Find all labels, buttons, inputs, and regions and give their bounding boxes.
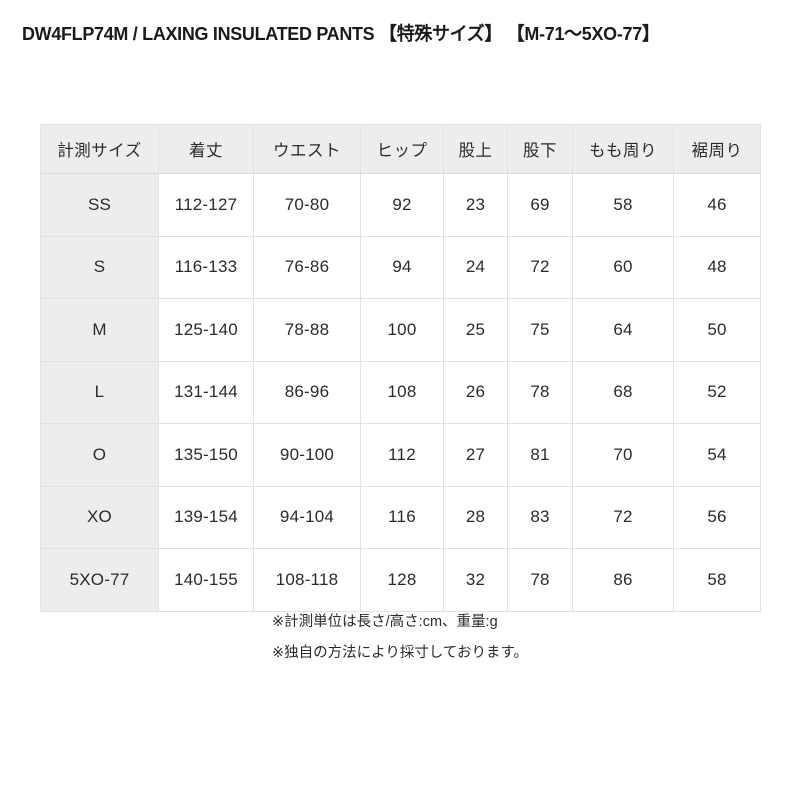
cell-inseam: 78: [507, 548, 573, 612]
size-chart-container: 計測サイズ 着丈 ウエスト ヒップ 股上 股下 もも周り 裾周り SS 112-…: [40, 124, 761, 612]
cell-size-label: O: [40, 423, 159, 487]
cell-waist: 76-86: [253, 235, 361, 299]
cell-body-length: 125-140: [158, 298, 254, 362]
size-chart-table: 計測サイズ 着丈 ウエスト ヒップ 股上 股下 もも周り 裾周り SS 112-…: [40, 124, 761, 612]
cell-size-label: SS: [40, 173, 159, 237]
cell-size-label: 5XO-77: [40, 548, 159, 612]
cell-thigh: 68: [572, 360, 674, 424]
cell-rise: 23: [443, 173, 508, 237]
cell-inseam: 75: [507, 298, 573, 362]
cell-rise: 28: [443, 485, 508, 549]
cell-hip: 94: [360, 235, 444, 299]
cell-size-label: L: [40, 360, 159, 424]
cell-inseam: 81: [507, 423, 573, 487]
page-title: DW4FLP74M / LAXING INSULATED PANTS 【特殊サイ…: [22, 23, 660, 44]
cell-rise: 25: [443, 298, 508, 362]
table-row: M 125-140 78-88 100 25 75 64 50: [40, 298, 761, 362]
cell-hem: 56: [673, 485, 761, 549]
cell-size-label: XO: [40, 485, 159, 549]
cell-hem: 50: [673, 298, 761, 362]
cell-waist: 94-104: [253, 485, 361, 549]
cell-inseam: 72: [507, 235, 573, 299]
cell-waist: 90-100: [253, 423, 361, 487]
cell-size-label: S: [40, 235, 159, 299]
column-header-measure-size: 計測サイズ: [40, 124, 159, 174]
cell-thigh: 86: [572, 548, 674, 612]
cell-inseam: 78: [507, 360, 573, 424]
cell-rise: 24: [443, 235, 508, 299]
footnote-measurement-units: ※計測単位は長さ/高さ:cm、重量:g: [272, 614, 498, 630]
cell-hem: 52: [673, 360, 761, 424]
footnotes: ※計測単位は長さ/高さ:cm、重量:g ※独自の方法により採寸しております。: [272, 615, 528, 660]
cell-waist: 86-96: [253, 360, 361, 424]
table-row: 5XO-77 140-155 108-118 128 32 78 86 58: [40, 548, 761, 612]
table-row: SS 112-127 70-80 92 23 69 58 46: [40, 173, 761, 237]
footnote-measurement-method: ※独自の方法により採寸しております。: [272, 644, 529, 661]
cell-thigh: 60: [572, 235, 674, 299]
cell-inseam: 69: [507, 173, 573, 237]
cell-hip: 100: [360, 298, 444, 362]
cell-thigh: 70: [572, 423, 674, 487]
cell-waist: 78-88: [253, 298, 361, 362]
cell-waist: 70-80: [253, 173, 361, 237]
cell-thigh: 58: [572, 173, 674, 237]
table-row: O 135-150 90-100 112 27 81 70 54: [40, 423, 761, 487]
cell-hem: 48: [673, 235, 761, 299]
cell-body-length: 140-155: [158, 548, 254, 612]
cell-hip: 128: [360, 548, 444, 612]
table-row: XO 139-154 94-104 116 28 83 72 56: [40, 485, 761, 549]
column-header-waist: ウエスト: [253, 124, 361, 174]
table-row: S 116-133 76-86 94 24 72 60 48: [40, 235, 761, 299]
cell-hip: 92: [360, 173, 444, 237]
cell-hem: 54: [673, 423, 761, 487]
column-header-body-length: 着丈: [158, 124, 254, 174]
table-row: L 131-144 86-96 108 26 78 68 52: [40, 360, 761, 424]
column-header-thigh: もも周り: [572, 124, 674, 174]
column-header-inseam: 股下: [507, 124, 573, 174]
cell-inseam: 83: [507, 485, 573, 549]
column-header-rise: 股上: [443, 124, 508, 174]
cell-hem: 46: [673, 173, 761, 237]
column-header-hem: 裾周り: [673, 124, 761, 174]
cell-size-label: M: [40, 298, 159, 362]
cell-waist: 108-118: [253, 548, 361, 612]
cell-hem: 58: [673, 548, 761, 612]
table-header-row: 計測サイズ 着丈 ウエスト ヒップ 股上 股下 もも周り 裾周り: [40, 124, 761, 174]
cell-rise: 27: [443, 423, 508, 487]
cell-hip: 116: [360, 485, 444, 549]
cell-body-length: 112-127: [158, 173, 254, 237]
cell-body-length: 116-133: [158, 235, 254, 299]
cell-thigh: 72: [572, 485, 674, 549]
cell-body-length: 131-144: [158, 360, 254, 424]
cell-rise: 32: [443, 548, 508, 612]
cell-rise: 26: [443, 360, 508, 424]
cell-body-length: 135-150: [158, 423, 254, 487]
cell-thigh: 64: [572, 298, 674, 362]
cell-hip: 112: [360, 423, 444, 487]
cell-body-length: 139-154: [158, 485, 254, 549]
cell-hip: 108: [360, 360, 444, 424]
column-header-hip: ヒップ: [360, 124, 444, 174]
